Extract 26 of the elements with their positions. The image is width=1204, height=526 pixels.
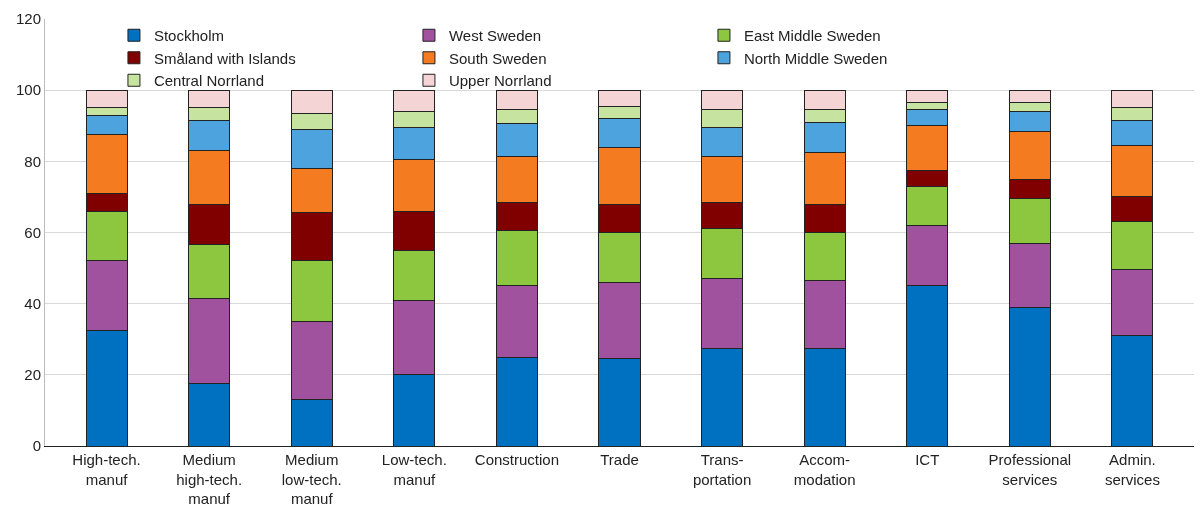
- x-tick-label: Accom- modation: [793, 451, 856, 488]
- legend-label: West Sweden: [448, 27, 542, 45]
- legend-label: South Sweden: [448, 49, 547, 67]
- legend-label: Central Norrland: [153, 72, 264, 90]
- legend-label: East Middle Sweden: [743, 27, 881, 45]
- x-tick-label: Low-tech. manuf: [381, 451, 447, 488]
- legend-label: North Middle Sweden: [743, 49, 888, 67]
- y-tick-label: 60: [24, 223, 41, 241]
- y-tick-label: 80: [24, 152, 41, 170]
- x-tick-label: High-tech. manuf: [72, 451, 141, 488]
- y-tick-label: 20: [24, 366, 41, 384]
- x-tick-label: Trade: [600, 451, 639, 468]
- x-tick-label: Medium high-tech. manuf: [176, 451, 243, 507]
- legend-label: Småland with Islands: [153, 49, 296, 67]
- y-tick-label: 120: [15, 10, 41, 28]
- x-tick-label: Medium low-tech. manuf: [281, 451, 342, 507]
- x-tick-label: Admin. services: [1104, 451, 1160, 488]
- legend-label: Upper Norrland: [448, 72, 552, 90]
- y-tick-label: 0: [32, 437, 41, 455]
- y-tick-label: 100: [15, 81, 41, 99]
- y-tick-label: 40: [24, 294, 41, 312]
- x-tick-label: Trans- portation: [692, 451, 752, 488]
- x-tick-label: ICT: [915, 451, 940, 468]
- legend-label: Stockholm: [153, 27, 224, 45]
- x-tick-label: Professional services: [988, 451, 1072, 488]
- x-tick-label: Construction: [474, 451, 560, 468]
